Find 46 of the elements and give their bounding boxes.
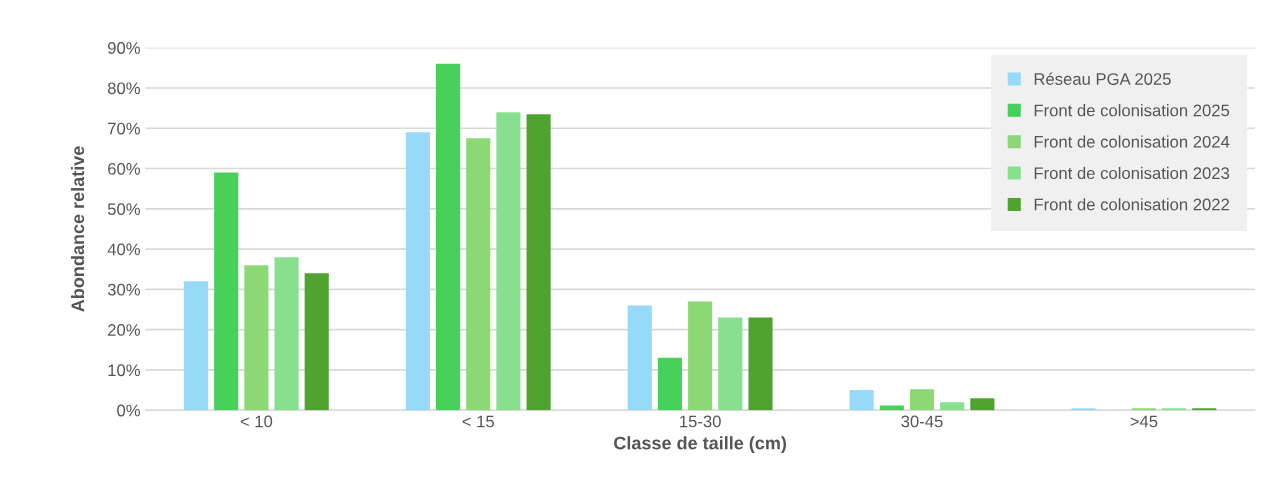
legend-label: Réseau PGA 2025 bbox=[1034, 72, 1171, 85]
y-tick-label: 70% bbox=[108, 122, 140, 135]
bar bbox=[183, 281, 209, 411]
legend-label: Front de colonisation 2024 bbox=[1034, 135, 1230, 148]
y-tick-label: 20% bbox=[108, 324, 140, 336]
legend-label: Front de colonisation 2023 bbox=[1034, 166, 1230, 180]
y-tick-label: 40% bbox=[107, 243, 140, 256]
bar bbox=[436, 63, 461, 411]
bar bbox=[748, 317, 773, 411]
bar bbox=[466, 138, 491, 411]
bar bbox=[627, 305, 652, 411]
x-tick-label: < 10 bbox=[240, 415, 273, 428]
y-tick-label: 50% bbox=[107, 203, 140, 216]
bar bbox=[496, 112, 521, 411]
y-tick-label: 80% bbox=[107, 82, 140, 95]
bar bbox=[879, 405, 904, 411]
bar bbox=[1131, 408, 1156, 411]
y-tick-label: 30% bbox=[107, 283, 140, 296]
x-tick-label: < 15 bbox=[462, 415, 494, 428]
bar bbox=[526, 114, 551, 411]
bar bbox=[688, 301, 713, 411]
x-tick-label: 30-45 bbox=[901, 415, 943, 428]
legend-label: Front de colonisation 2022 bbox=[1034, 198, 1229, 211]
bar bbox=[304, 273, 329, 411]
y-tick-label: 90% bbox=[107, 42, 140, 54]
x-tick-label: >45 bbox=[1130, 415, 1158, 428]
bar bbox=[1071, 408, 1096, 411]
x-tick-label: 15-30 bbox=[680, 415, 721, 428]
bar bbox=[274, 257, 299, 411]
bar bbox=[657, 357, 683, 411]
y-axis-title: Abondance relative bbox=[70, 146, 85, 312]
x-axis-title: Classe de taille (cm) bbox=[614, 436, 787, 453]
bar bbox=[940, 402, 965, 411]
y-tick-label: 10% bbox=[108, 364, 140, 377]
bar bbox=[244, 265, 269, 411]
bar bbox=[214, 172, 239, 411]
bar bbox=[405, 132, 430, 411]
bar bbox=[849, 390, 874, 411]
bar bbox=[1192, 408, 1217, 411]
bar bbox=[718, 317, 743, 411]
y-tick-label: 60% bbox=[108, 162, 140, 175]
bar bbox=[909, 389, 935, 411]
y-tick-label: 0% bbox=[117, 404, 140, 417]
legend-label: Front de colonisation 2025 bbox=[1034, 104, 1230, 117]
bar bbox=[1161, 408, 1187, 411]
bar bbox=[970, 398, 995, 411]
